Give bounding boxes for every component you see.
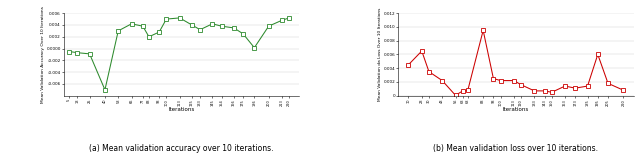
Y-axis label: Mean Validation da Loss Over 10 Iterations: Mean Validation da Loss Over 10 Iteratio…	[378, 8, 382, 101]
Text: (b) Mean validation loss over 10 iterations.: (b) Mean validation loss over 10 iterati…	[433, 144, 598, 153]
Text: (a) Mean validation accuracy over 10 iterations.: (a) Mean validation accuracy over 10 ite…	[90, 144, 274, 153]
X-axis label: Iterations: Iterations	[503, 107, 529, 112]
X-axis label: Iterations: Iterations	[168, 107, 195, 112]
Y-axis label: Mean Validation Accuracy Over 10 Iterations: Mean Validation Accuracy Over 10 Iterati…	[41, 6, 45, 103]
